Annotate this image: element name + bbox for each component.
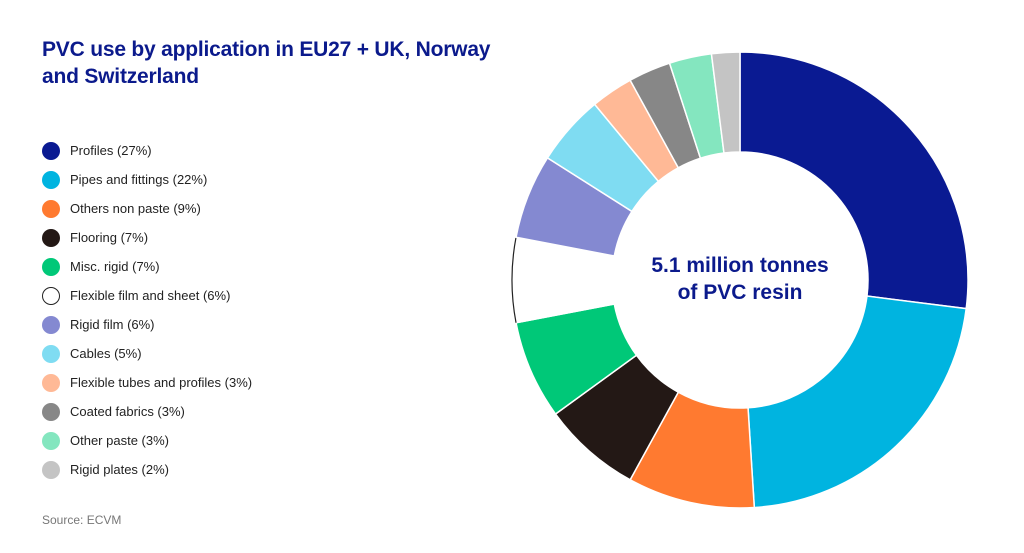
legend-label: Pipes and fittings (22%) — [70, 172, 208, 187]
chart-legend: Profiles (27%) Pipes and fittings (22%) Ot… — [42, 136, 252, 484]
legend-item: Others non paste (9%) — [42, 194, 252, 223]
legend-item: Rigid film (6%) — [42, 310, 252, 339]
legend-swatch — [42, 257, 60, 276]
donut-slices — [511, 51, 969, 509]
legend-swatch — [42, 170, 60, 189]
legend-swatch — [42, 315, 60, 334]
legend-label: Others non paste (9%) — [70, 201, 201, 216]
donut-slice-outline — [511, 237, 517, 323]
donut-slice-pipes-and-fittings — [747, 295, 968, 509]
legend-label: Misc. rigid (7%) — [70, 259, 160, 274]
chart-title-line-1: PVC use by application in EU27 + UK, Nor… — [42, 38, 491, 61]
center-label-line-2: of PVC resin — [678, 281, 803, 304]
legend-item: Other paste (3%) — [42, 426, 252, 455]
legend-label: Coated fabrics (3%) — [70, 404, 185, 419]
legend-item: Cables (5%) — [42, 339, 252, 368]
legend-swatch — [42, 402, 60, 421]
legend-label: Cables (5%) — [70, 346, 142, 361]
legend-item: Flooring (7%) — [42, 223, 252, 252]
donut-chart: 5.1 million tonnes of PVC resin — [511, 51, 969, 509]
source-note: Source: ECVM — [42, 513, 122, 527]
legend-label: Flexible tubes and profiles (3%) — [70, 375, 253, 390]
legend-swatch — [42, 141, 60, 160]
legend-item: Rigid plates (2%) — [42, 455, 252, 484]
legend-item: Pipes and fittings (22%) — [42, 165, 252, 194]
donut-slice-profiles — [739, 51, 969, 310]
legend-swatch — [42, 460, 60, 479]
legend-swatch — [42, 373, 60, 392]
legend-swatch — [42, 431, 60, 450]
legend-label: Flexible film and sheet (6%) — [70, 288, 231, 303]
legend-item: Profiles (27%) — [42, 136, 252, 165]
legend-label: Profiles (27%) — [70, 143, 152, 158]
legend-label: Flooring (7%) — [70, 230, 149, 245]
chart-title-line-2: and Switzerland — [42, 65, 199, 88]
legend-item: Flexible tubes and profiles (3%) — [42, 368, 252, 397]
center-label-line-1: 5.1 million tonnes — [651, 254, 828, 277]
legend-label: Other paste (3%) — [70, 433, 169, 448]
donut-slice-rigid-plates — [710, 51, 741, 154]
legend-item: Coated fabrics (3%) — [42, 397, 252, 426]
legend-swatch — [42, 199, 60, 218]
chart-title: PVC use by application in EU27 + UK, Nor… — [42, 36, 542, 90]
legend-item: Misc. rigid (7%) — [42, 252, 252, 281]
legend-swatch — [42, 228, 60, 247]
legend-item: Flexible film and sheet (6%) — [42, 281, 252, 310]
legend-label: Rigid plates (2%) — [70, 462, 169, 477]
legend-swatch — [42, 286, 60, 305]
legend-label: Rigid film (6%) — [70, 317, 155, 332]
legend-swatch — [42, 344, 60, 363]
